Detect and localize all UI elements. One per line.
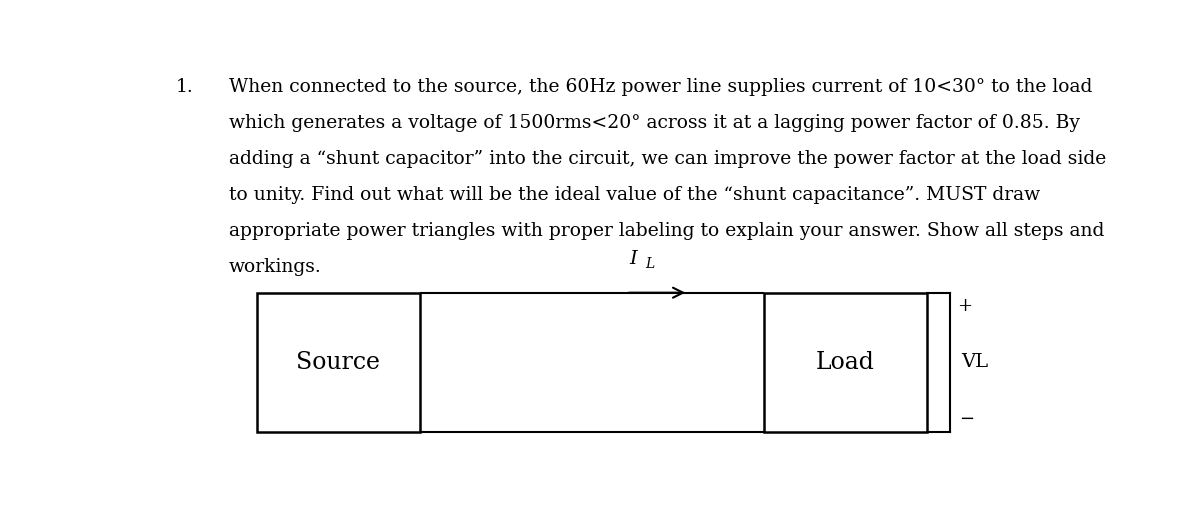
Text: Source: Source (296, 350, 380, 374)
Text: adding a “shunt capacitor” into the circuit, we can improve the power factor at : adding a “shunt capacitor” into the circ… (229, 150, 1106, 168)
Text: VL: VL (961, 353, 988, 371)
Text: to unity. Find out what will be the ideal value of the “shunt capacitance”. MUST: to unity. Find out what will be the idea… (229, 186, 1040, 204)
Text: −: − (959, 409, 974, 427)
Text: L: L (646, 258, 654, 271)
Bar (257, 293, 420, 432)
Text: I: I (629, 250, 637, 268)
Text: 1.: 1. (176, 78, 193, 96)
Text: Load: Load (816, 350, 875, 374)
Text: workings.: workings. (229, 258, 322, 276)
Text: When connected to the source, the 60Hz power line supplies current of 10<30° to : When connected to the source, the 60Hz p… (229, 78, 1092, 96)
Text: appropriate power triangles with proper labeling to explain your answer. Show al: appropriate power triangles with proper … (229, 222, 1104, 240)
Text: which generates a voltage of 1500rms<20° across it at a lagging power factor of : which generates a voltage of 1500rms<20°… (229, 114, 1080, 132)
Bar (764, 293, 926, 432)
Text: +: + (958, 297, 972, 315)
